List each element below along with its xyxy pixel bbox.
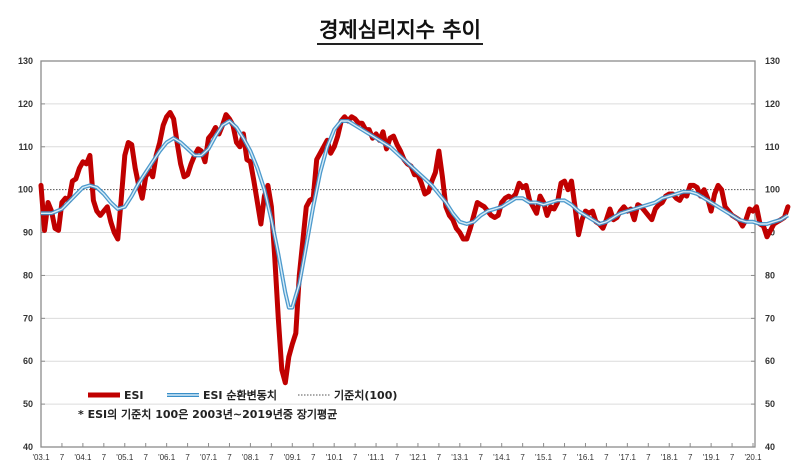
- x-tick-label: 7: [143, 453, 148, 462]
- x-tick-label: 7: [688, 453, 693, 462]
- x-tick-label: '09.1: [284, 453, 302, 462]
- legend: ESI ESI 순환변동치 기준치(100) * ESI의 기준치 100은 2…: [78, 388, 397, 421]
- y-tick-label-right: 50: [765, 399, 775, 409]
- y-tick-label-right: 60: [765, 356, 775, 366]
- y-tick-label-left: 40: [23, 442, 33, 452]
- y-tick-label-left: 100: [18, 185, 33, 195]
- y-tick-label-left: 120: [18, 99, 33, 109]
- y-tick-label-right: 70: [765, 313, 775, 323]
- legend-esi-label: ESI: [124, 389, 144, 402]
- y-tick-label-left: 50: [23, 399, 33, 409]
- esi-line: [38, 110, 791, 386]
- x-axis-ticks: '03.1 7 '04.1 7 '05.1 7 '06.1 7 '07.1 7 '08.1 7 '09.…: [32, 443, 762, 462]
- x-tick-label: '12.1: [409, 453, 427, 462]
- x-tick-label: 7: [185, 453, 190, 462]
- legend-cycle-label: ESI 순환변동치: [203, 388, 277, 402]
- x-tick-label: 7: [479, 453, 484, 462]
- x-tick-label: 7: [311, 453, 316, 462]
- x-tick-label: '03.1: [32, 453, 50, 462]
- x-tick-label: '07.1: [200, 453, 218, 462]
- x-tick-label: '06.1: [158, 453, 176, 462]
- x-tick-label: 7: [730, 453, 735, 462]
- footnote: * ESI의 기준치 100은 2003년~2019년중 장기평균: [78, 407, 337, 421]
- chart-title: 경제심리지수 추이: [0, 14, 800, 45]
- x-tick-label: 7: [353, 453, 358, 462]
- y-tick-label-right: 120: [765, 99, 780, 109]
- x-tick-label: '18.1: [661, 453, 679, 462]
- x-tick-label: 7: [520, 453, 525, 462]
- x-tick-label: 7: [437, 453, 442, 462]
- y-tick-label-left: 130: [18, 56, 33, 66]
- y-axis-left-ticks: 40 50 60 70 80 90 100 110 120 130: [18, 56, 45, 452]
- axes: [40, 60, 756, 448]
- esi-cycle-line-inner: [41, 120, 789, 309]
- y-tick-label-right: 110: [765, 142, 780, 152]
- x-tick-label: 7: [604, 453, 609, 462]
- x-tick-label: 7: [60, 453, 65, 462]
- x-tick-label: '16.1: [577, 453, 595, 462]
- plot-frame: [40, 60, 756, 448]
- x-tick-label: '08.1: [242, 453, 260, 462]
- esi-cycle-line-outer: [41, 119, 789, 310]
- y-tick-label-right: 40: [765, 442, 775, 452]
- series-lines: [38, 110, 791, 386]
- y-tick-label-left: 110: [18, 142, 33, 152]
- y-tick-label-left: 60: [23, 356, 33, 366]
- x-tick-label: '14.1: [493, 453, 511, 462]
- x-tick-label: 7: [562, 453, 567, 462]
- x-tick-label: '17.1: [619, 453, 637, 462]
- chart-title-text: 경제심리지수 추이: [317, 18, 483, 45]
- x-tick-label: 7: [227, 453, 232, 462]
- legend-baseline-label: 기준치(100): [334, 388, 397, 402]
- x-tick-label: '10.1: [326, 453, 344, 462]
- x-tick-label: '19.1: [703, 453, 721, 462]
- y-tick-label-right: 130: [765, 56, 780, 66]
- y-tick-label-right: 100: [765, 185, 780, 195]
- y-tick-label-left: 90: [23, 228, 33, 238]
- y-tick-label-left: 80: [23, 270, 33, 280]
- x-tick-label: '20.1: [744, 453, 762, 462]
- x-tick-label: 7: [269, 453, 274, 462]
- x-tick-label: 7: [102, 453, 107, 462]
- x-tick-label: 7: [646, 453, 651, 462]
- y-tick-label-left: 70: [23, 313, 33, 323]
- x-tick-label: '15.1: [535, 453, 553, 462]
- x-tick-label: '11.1: [368, 453, 385, 462]
- y-tick-label-right: 80: [765, 270, 775, 280]
- x-tick-label: 7: [395, 453, 400, 462]
- x-tick-label: '04.1: [74, 453, 92, 462]
- x-tick-label: '13.1: [451, 453, 469, 462]
- x-tick-label: '05.1: [116, 453, 134, 462]
